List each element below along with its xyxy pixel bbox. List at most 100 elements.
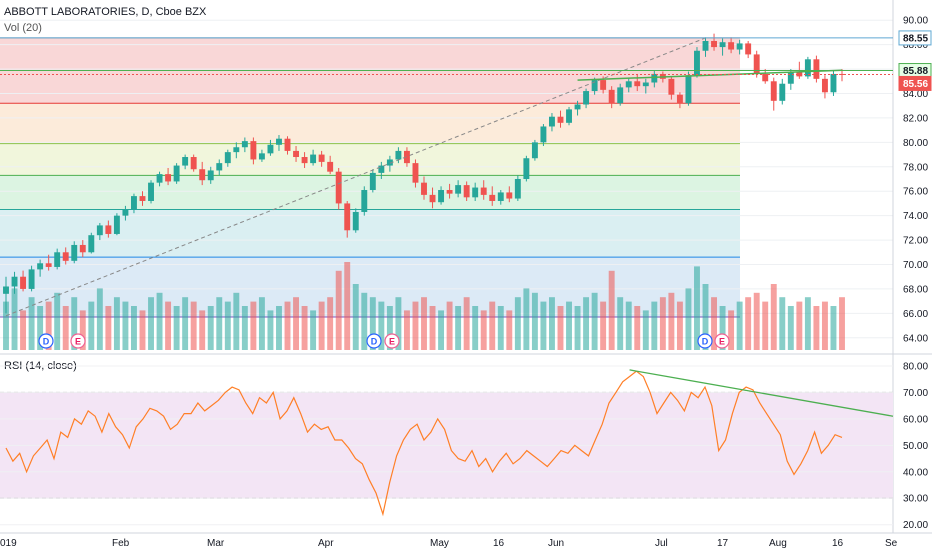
candle-body [830, 73, 837, 93]
price-badge-box [898, 75, 932, 91]
volume-bar [216, 297, 223, 350]
candle-body [421, 182, 427, 195]
candle-body [702, 40, 709, 51]
candle-body [651, 73, 658, 83]
price-tick-label: 88.00 [903, 40, 928, 51]
candle-body [574, 104, 581, 110]
candle-body [165, 174, 172, 182]
volume-bar [318, 301, 325, 350]
volume-bar [293, 297, 299, 350]
event-label: D [702, 337, 709, 347]
volume-bar [105, 306, 112, 350]
volume-bar [352, 284, 359, 350]
price-tick-label: 80.00 [903, 138, 928, 149]
volume-bar [770, 284, 777, 350]
candle-body [310, 154, 317, 164]
rsi-tick-label: 20.00 [903, 520, 928, 531]
fib-zone [0, 209, 740, 258]
volume-bar [497, 306, 504, 350]
volume-bar [37, 306, 44, 350]
candle-body [352, 211, 359, 231]
event-marker[interactable]: D [366, 333, 382, 349]
volume-bar [463, 297, 470, 350]
event-marker[interactable]: D [697, 333, 713, 349]
volume-bar [369, 297, 376, 350]
candle-body [293, 150, 299, 158]
rsi-tick-label: 50.00 [903, 441, 928, 452]
rsi-tick-label: 70.00 [903, 388, 928, 399]
volume-bar [207, 306, 214, 350]
volume-bar [659, 297, 666, 350]
volume-bar [472, 306, 479, 350]
volume-bar [11, 288, 18, 350]
candlesticks [3, 33, 845, 314]
candle-body [455, 185, 462, 194]
volume-bar [421, 297, 427, 350]
volume-bar [429, 306, 436, 350]
volume-bar [182, 297, 189, 350]
candle-body [566, 109, 572, 123]
candle-body [173, 165, 180, 182]
candle-body [378, 165, 385, 173]
time-tick-label: Feb [112, 538, 130, 549]
candle-body [258, 153, 265, 160]
event-circle [697, 333, 713, 349]
event-label: D [43, 337, 50, 347]
candle-body [276, 138, 282, 145]
rsi-tick-label: 60.00 [903, 414, 928, 425]
volume-bar [506, 310, 513, 350]
volume-bar [3, 301, 9, 350]
price-grid [0, 0, 932, 534]
event-marker[interactable]: E [714, 333, 730, 349]
candle-body [54, 252, 61, 267]
volume-bar [327, 297, 334, 350]
candle-body [668, 78, 675, 95]
volume-bar [617, 297, 624, 350]
price-tick-label: 82.00 [903, 113, 928, 124]
volume-bar [702, 284, 709, 350]
candle-body [45, 263, 52, 267]
candle-body [207, 170, 214, 181]
candle-body [412, 163, 419, 183]
volume-bar [446, 301, 453, 350]
volume-bar [173, 306, 180, 350]
price-tick-label: 68.00 [903, 284, 928, 295]
price-tick-label: 64.00 [903, 333, 928, 344]
candle-body [318, 154, 325, 162]
candle-body [241, 141, 248, 148]
volume-bar [694, 266, 700, 350]
price-badge: 85.88 [898, 63, 932, 79]
time-tick-label: Se [885, 538, 898, 549]
candle-body [685, 75, 692, 104]
candle-body [608, 89, 615, 104]
volume-bar [676, 301, 683, 350]
candle-body [250, 141, 257, 160]
volume-bar [310, 310, 317, 350]
volume-bar [276, 306, 282, 350]
candle-body [531, 142, 538, 159]
candle-body [267, 144, 274, 154]
volume-bar [224, 301, 231, 350]
candle-body [813, 59, 820, 79]
event-marker[interactable]: D [38, 333, 54, 349]
price-tick-label: 72.00 [903, 236, 928, 247]
volume-bar [830, 306, 837, 350]
event-marker[interactable]: E [384, 333, 400, 349]
candle-body [497, 192, 504, 201]
event-label: E [719, 337, 725, 347]
time-tick-label: 16 [493, 538, 505, 549]
event-marker[interactable]: E [70, 333, 86, 349]
volume-bar [113, 297, 120, 350]
volume-bar [54, 292, 61, 350]
candle-body [105, 225, 112, 234]
axes: 90.0088.0086.0084.0082.0080.0078.0076.00… [0, 16, 932, 549]
candle-body [821, 78, 828, 93]
candle-body [745, 43, 752, 55]
fib-zone [0, 103, 740, 144]
volume-bar [403, 310, 410, 350]
candle-body [549, 116, 555, 127]
volume-bar [651, 301, 658, 350]
volume-bar [241, 306, 248, 350]
price-tick-label: 66.00 [903, 309, 928, 320]
